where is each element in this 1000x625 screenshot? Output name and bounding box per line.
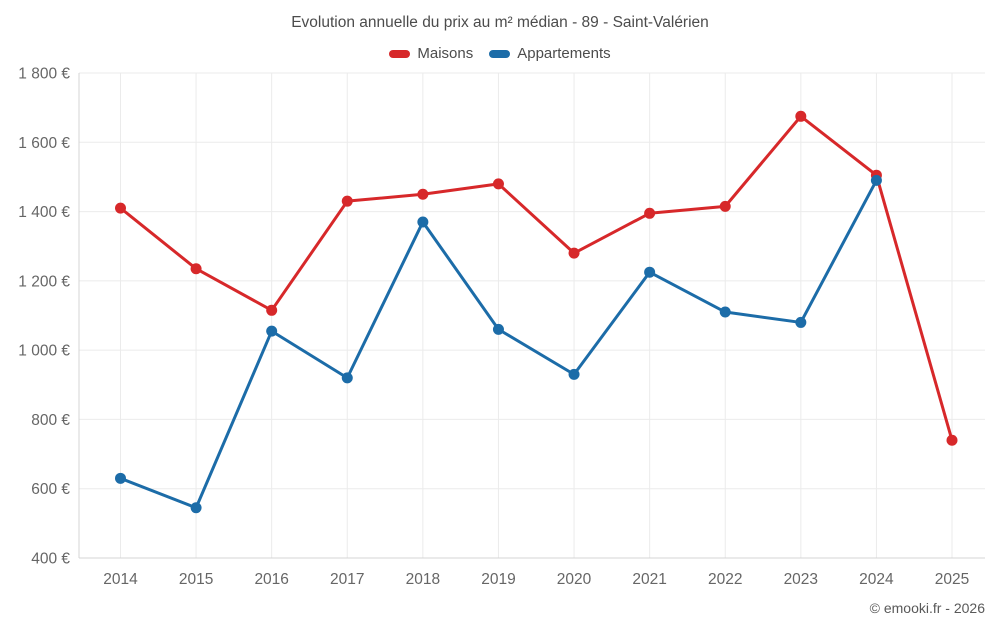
x-axis-tick-label: 2025 [935, 571, 969, 588]
x-axis-tick-label: 2024 [859, 571, 894, 588]
data-point-maisons-2020[interactable] [568, 247, 580, 259]
x-axis-tick-label: 2014 [103, 571, 138, 588]
y-axis-tick-label: 1 800 € [18, 66, 70, 83]
data-point-maisons-2016[interactable] [266, 304, 278, 316]
data-point-appartements-2020[interactable] [568, 368, 580, 380]
data-point-maisons-2015[interactable] [190, 263, 202, 275]
data-point-appartements-2019[interactable] [492, 323, 504, 335]
legend: Maisons Appartements [0, 45, 1000, 62]
copyright-text: © emooki.fr - 2026 [869, 600, 985, 616]
y-axis-tick-label: 1 400 € [18, 204, 70, 221]
y-axis-tick-label: 1 200 € [18, 273, 70, 290]
data-point-appartements-2022[interactable] [719, 306, 731, 318]
data-point-appartements-2016[interactable] [266, 325, 278, 337]
x-axis-tick-label: 2017 [330, 571, 364, 588]
data-point-appartements-2024[interactable] [870, 174, 882, 186]
legend-item-maisons[interactable]: Maisons [389, 45, 473, 62]
x-axis-tick-label: 2020 [557, 571, 592, 588]
x-axis-tick-label: 2019 [481, 571, 515, 588]
data-point-appartements-2021[interactable] [644, 266, 656, 278]
x-axis-tick-label: 2018 [406, 571, 440, 588]
y-axis-tick-label: 800 € [31, 412, 70, 429]
data-point-maisons-2022[interactable] [719, 200, 731, 212]
data-point-maisons-2017[interactable] [341, 195, 353, 207]
legend-item-appartements[interactable]: Appartements [489, 45, 611, 62]
data-point-maisons-2023[interactable] [795, 110, 807, 122]
data-point-appartements-2017[interactable] [341, 372, 353, 384]
data-point-maisons-2014[interactable] [115, 202, 126, 214]
x-axis-tick-label: 2021 [632, 571, 666, 588]
data-point-appartements-2015[interactable] [190, 502, 202, 514]
chart-title: Evolution annuelle du prix au m² médian … [291, 14, 709, 31]
legend-label-appartements: Appartements [517, 45, 611, 62]
x-axis-tick-label: 2022 [708, 571, 742, 588]
data-point-maisons-2025[interactable] [946, 434, 958, 446]
x-axis-tick-label: 2015 [179, 571, 213, 588]
y-axis-tick-label: 600 € [31, 481, 70, 498]
data-point-maisons-2021[interactable] [644, 207, 656, 219]
x-axis-tick-label: 2016 [254, 571, 288, 588]
x-axis-tick-label: 2023 [784, 571, 818, 588]
y-axis-tick-label: 400 € [31, 551, 70, 568]
legend-label-maisons: Maisons [417, 45, 474, 62]
data-point-maisons-2018[interactable] [417, 188, 429, 200]
data-point-appartements-2014[interactable] [115, 472, 126, 484]
data-point-appartements-2023[interactable] [795, 316, 807, 328]
appartements-swatch-icon [489, 49, 511, 58]
data-point-appartements-2018[interactable] [417, 216, 429, 228]
series-line-maisons [119, 114, 954, 442]
data-point-maisons-2019[interactable] [492, 178, 504, 190]
y-axis-tick-label: 1 000 € [18, 343, 70, 360]
maisons-swatch-icon [389, 49, 411, 58]
y-axis-tick-label: 1 600 € [18, 135, 70, 152]
